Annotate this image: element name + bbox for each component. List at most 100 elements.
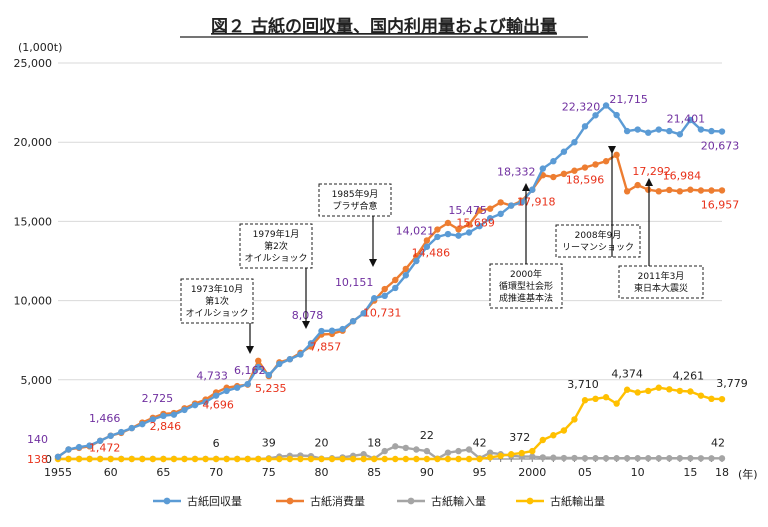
annotation-text: 2008年9月 [575, 229, 622, 241]
data-point-consumption [571, 167, 578, 174]
data-point-export [160, 455, 167, 463]
data-point-export [265, 455, 272, 463]
legend: 古紙回収量 古紙消費量 古紙輸入量 古紙輸出量 [153, 494, 605, 508]
data-point-import [697, 455, 705, 462]
x-tick-label: 85 [367, 466, 381, 479]
data-label-recovery: 1,466 [89, 412, 121, 425]
data-point-recovery [244, 380, 251, 388]
data-point-export [139, 455, 146, 463]
legend-label: 古紙消費量 [310, 494, 365, 508]
data-label-import: 42 [711, 436, 725, 449]
series-line-export [58, 386, 723, 461]
data-point-import [645, 455, 652, 462]
data-point-import [676, 455, 684, 462]
data-point-recovery [307, 340, 315, 347]
x-tick-label: 95 [473, 466, 487, 479]
annotation-text: 循環型社会形 [499, 280, 553, 292]
data-point-recovery [550, 158, 557, 165]
data-point-export [339, 455, 346, 463]
x-tick-label: 75 [262, 466, 276, 479]
series-line-import [58, 445, 722, 461]
data-point-import [402, 444, 410, 452]
x-tick-label: 18 [715, 466, 729, 479]
annotation-text: プラザ合意 [332, 200, 377, 212]
data-point-consumption [676, 188, 684, 195]
data-point-export [402, 455, 410, 463]
data-point-export [560, 427, 568, 434]
data-point-recovery [602, 102, 610, 109]
data-point-consumption [392, 276, 399, 284]
data-point-export [286, 455, 294, 463]
x-unit-label: (年) [738, 467, 758, 481]
data-point-recovery [623, 127, 631, 135]
x-tick-label: 1955 [44, 466, 72, 479]
data-point-export [666, 386, 673, 393]
data-point-import [571, 454, 578, 462]
annotation-text: 東日本大震災 [634, 282, 688, 294]
data-point-consumption [666, 186, 673, 194]
data-point-recovery [286, 356, 294, 363]
data-point-consumption [434, 226, 441, 233]
annotation-box [180, 278, 254, 324]
data-point-export [297, 455, 304, 463]
x-tick-label: 60 [104, 466, 118, 479]
legend-item-consumption: 古紙消費量 [276, 494, 365, 508]
annotation-box [618, 265, 704, 299]
data-point-recovery [697, 126, 705, 133]
data-point-export [602, 394, 610, 401]
data-point-recovery [65, 446, 72, 453]
data-point-export [307, 455, 315, 463]
x-tick-label: 90 [420, 466, 434, 479]
data-point-export [244, 455, 251, 463]
data-point-export [392, 455, 399, 463]
x-tick-label: 70 [209, 466, 223, 479]
data-point-recovery [613, 111, 620, 119]
data-label-recovery: 20,673 [701, 140, 740, 153]
data-point-export [708, 395, 715, 403]
y-tick-label: 20,000 [14, 136, 53, 149]
data-point-consumption [687, 186, 694, 193]
data-point-export [613, 400, 620, 407]
annotation-arrowhead [302, 321, 310, 329]
data-point-recovery [581, 123, 589, 130]
legend-swatch-marker [286, 497, 294, 505]
data-label-consumption: 4,696 [202, 398, 234, 411]
x-tick-label: 65 [156, 466, 170, 479]
data-point-import [592, 455, 599, 462]
data-point-export [370, 455, 378, 463]
data-point-recovery [191, 401, 199, 409]
data-point-import [613, 455, 620, 462]
y-tick-label: 10,000 [14, 295, 53, 308]
annotation-arrowhead [246, 346, 254, 354]
data-point-export [550, 432, 557, 439]
data-point-export [697, 392, 705, 399]
data-point-recovery [118, 428, 125, 436]
data-point-export [202, 455, 209, 463]
data-point-recovery [486, 215, 494, 222]
data-point-consumption [581, 164, 589, 171]
data-point-export [276, 455, 283, 463]
data-point-recovery [202, 398, 209, 406]
data-point-recovery [223, 387, 230, 395]
data-point-consumption [592, 161, 599, 168]
legend-label: 古紙回収量 [187, 494, 242, 508]
data-label-recovery: 21,401 [667, 112, 706, 125]
data-point-recovery [539, 165, 547, 172]
y-tick-label: 25,000 [14, 57, 53, 70]
data-point-export [497, 452, 504, 460]
data-point-consumption [486, 205, 494, 212]
data-point-export [571, 416, 578, 423]
legend-item-import: 古紙輸入量 [397, 494, 486, 508]
data-label-export: 3,779 [716, 377, 748, 390]
data-point-consumption [402, 265, 410, 273]
data-point-import [655, 455, 662, 462]
data-point-recovery [181, 406, 188, 414]
data-point-import [455, 447, 462, 455]
data-point-recovery [434, 233, 441, 241]
data-point-export [423, 455, 431, 463]
data-point-recovery [297, 351, 304, 358]
data-point-recovery [518, 199, 525, 206]
data-point-recovery [360, 310, 367, 317]
